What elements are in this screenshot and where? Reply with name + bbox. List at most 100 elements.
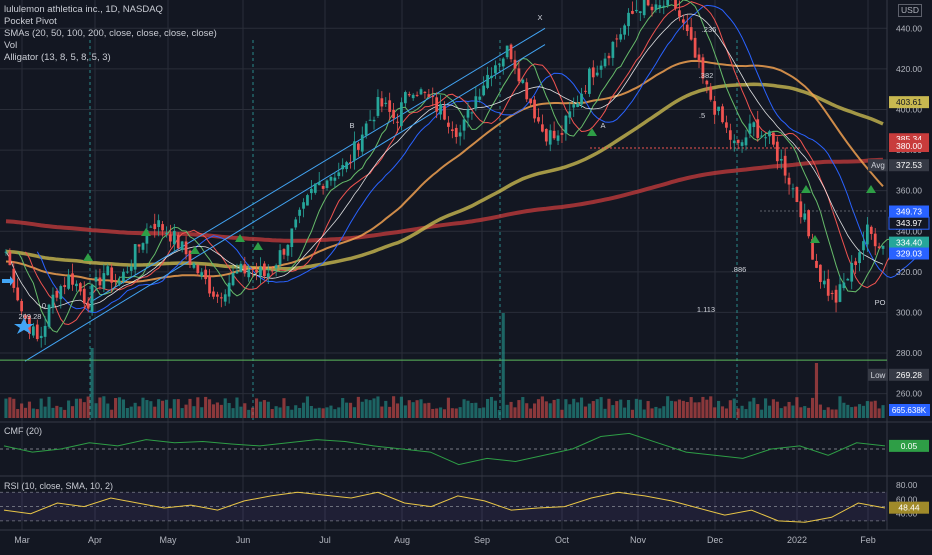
candle-body bbox=[580, 93, 583, 105]
candle-body bbox=[110, 267, 114, 283]
x-tick-label: Aug bbox=[394, 535, 410, 545]
candle-body bbox=[760, 135, 764, 137]
volume-bar bbox=[834, 409, 838, 418]
candle-body bbox=[529, 98, 533, 104]
cmf-line bbox=[3, 432, 886, 466]
candle-body bbox=[368, 119, 372, 121]
volume-bar bbox=[133, 402, 137, 418]
pattern-annotation: .236 bbox=[702, 25, 717, 34]
pocket-pivot-marker bbox=[801, 185, 811, 193]
candle-body bbox=[353, 141, 356, 161]
volume-bar bbox=[521, 397, 525, 418]
pocket-pivot-marker bbox=[190, 246, 200, 254]
volume-bar bbox=[532, 403, 537, 418]
volume-bar bbox=[121, 399, 125, 418]
time-axis[interactable]: Mar Apr May Jun Jul Aug Sep Oct Nov Dec 2022 Feb bbox=[14, 535, 876, 545]
pattern-annotation: .886 bbox=[732, 265, 747, 274]
candle-body bbox=[795, 187, 799, 203]
volume-bar bbox=[356, 396, 360, 418]
volume-bar bbox=[262, 400, 266, 418]
volume-bar bbox=[626, 399, 631, 418]
volume-bar bbox=[345, 402, 349, 418]
candle-body bbox=[165, 232, 168, 234]
legend-smas[interactable]: SMAs (20, 50, 100, 200, close, close, cl… bbox=[4, 28, 217, 39]
x-tick-label: Mar bbox=[14, 535, 30, 545]
candle-body bbox=[204, 269, 208, 280]
volume-bar bbox=[478, 408, 482, 418]
symbol-title[interactable]: lululemon athletica inc., 1D, NASDAQ bbox=[4, 4, 163, 15]
candle-body bbox=[153, 223, 157, 230]
volume-bar bbox=[603, 408, 607, 418]
price-label-box bbox=[888, 216, 930, 230]
price-label-box bbox=[889, 236, 929, 249]
candle-body bbox=[392, 109, 395, 119]
candle-body bbox=[59, 286, 63, 300]
volume-bar bbox=[219, 404, 223, 418]
candle-body bbox=[486, 74, 489, 88]
candle-body bbox=[270, 270, 274, 272]
cmf-label[interactable]: CMF (20) bbox=[4, 426, 42, 436]
candle-body bbox=[415, 94, 419, 96]
cmf-pane[interactable]: 0.05 bbox=[0, 432, 929, 466]
candle-body bbox=[756, 119, 760, 138]
volume-bar bbox=[830, 409, 834, 418]
volume-bar bbox=[415, 400, 419, 418]
candle-body bbox=[744, 137, 748, 146]
price-axis[interactable]: 260.00 280.00 300.00 320.00 340.00 360.00 380.… bbox=[868, 23, 930, 416]
candle-body bbox=[572, 104, 576, 108]
volume-bar bbox=[286, 406, 290, 418]
legend-vol[interactable]: Vol bbox=[4, 40, 18, 51]
volume-bar bbox=[857, 404, 862, 418]
volume-bar bbox=[407, 400, 411, 418]
candle-body bbox=[360, 134, 364, 152]
volume-bar bbox=[325, 407, 329, 418]
candle-body bbox=[631, 10, 634, 14]
volume-bar bbox=[748, 401, 752, 418]
rsi-tick-label: 40.00 bbox=[896, 509, 918, 519]
candle-body bbox=[176, 234, 180, 249]
volume-bar bbox=[838, 396, 842, 418]
candle-body bbox=[638, 11, 642, 13]
volume-bar bbox=[458, 407, 462, 418]
price-label: 329.03 bbox=[896, 249, 922, 259]
candle-body bbox=[678, 10, 681, 17]
rsi-label[interactable]: RSI (10, close, SMA, 10, 2) bbox=[4, 481, 114, 491]
candle-body bbox=[666, 0, 670, 6]
star-marker bbox=[14, 318, 34, 334]
candle-body bbox=[791, 188, 795, 190]
rsi-tick-label: 60.00 bbox=[896, 494, 918, 504]
volume-bar bbox=[376, 396, 380, 418]
candle-body bbox=[263, 263, 266, 277]
legend-alligator[interactable]: Alligator (13, 8, 5, 8, 5, 3) bbox=[4, 52, 111, 63]
price-tag-name: Avg bbox=[871, 161, 885, 170]
price-label: 334.40 bbox=[896, 238, 922, 248]
volume-bar bbox=[301, 402, 306, 418]
currency-badge[interactable]: USD bbox=[898, 4, 922, 17]
volume-bar bbox=[822, 409, 826, 418]
candle-body bbox=[94, 277, 98, 282]
candle-body bbox=[544, 128, 548, 142]
price-label: 403.61 bbox=[896, 97, 922, 107]
candle-body bbox=[266, 273, 270, 277]
volume-bar bbox=[560, 409, 564, 418]
candle-body bbox=[333, 177, 337, 181]
candle-body bbox=[329, 176, 333, 181]
candle-body bbox=[822, 280, 826, 285]
candle-body bbox=[427, 94, 431, 97]
volume-bar bbox=[86, 396, 90, 418]
candle-body bbox=[721, 106, 724, 123]
candle-body bbox=[877, 246, 881, 249]
candle-body bbox=[474, 96, 478, 109]
candle-body bbox=[685, 24, 689, 32]
candle-body bbox=[294, 219, 298, 228]
candle-body bbox=[607, 55, 611, 59]
price-pane[interactable]: X A B 0 .236 .382 .5 .886 1.113 269.28 PO bbox=[0, 0, 915, 418]
pattern-annotation: 1.113 bbox=[697, 305, 715, 314]
volume-bar bbox=[352, 407, 357, 418]
candle-body bbox=[646, 0, 650, 6]
candle-body bbox=[803, 213, 807, 220]
legend-pocket-pivot[interactable]: Pocket Pivot bbox=[4, 16, 57, 27]
